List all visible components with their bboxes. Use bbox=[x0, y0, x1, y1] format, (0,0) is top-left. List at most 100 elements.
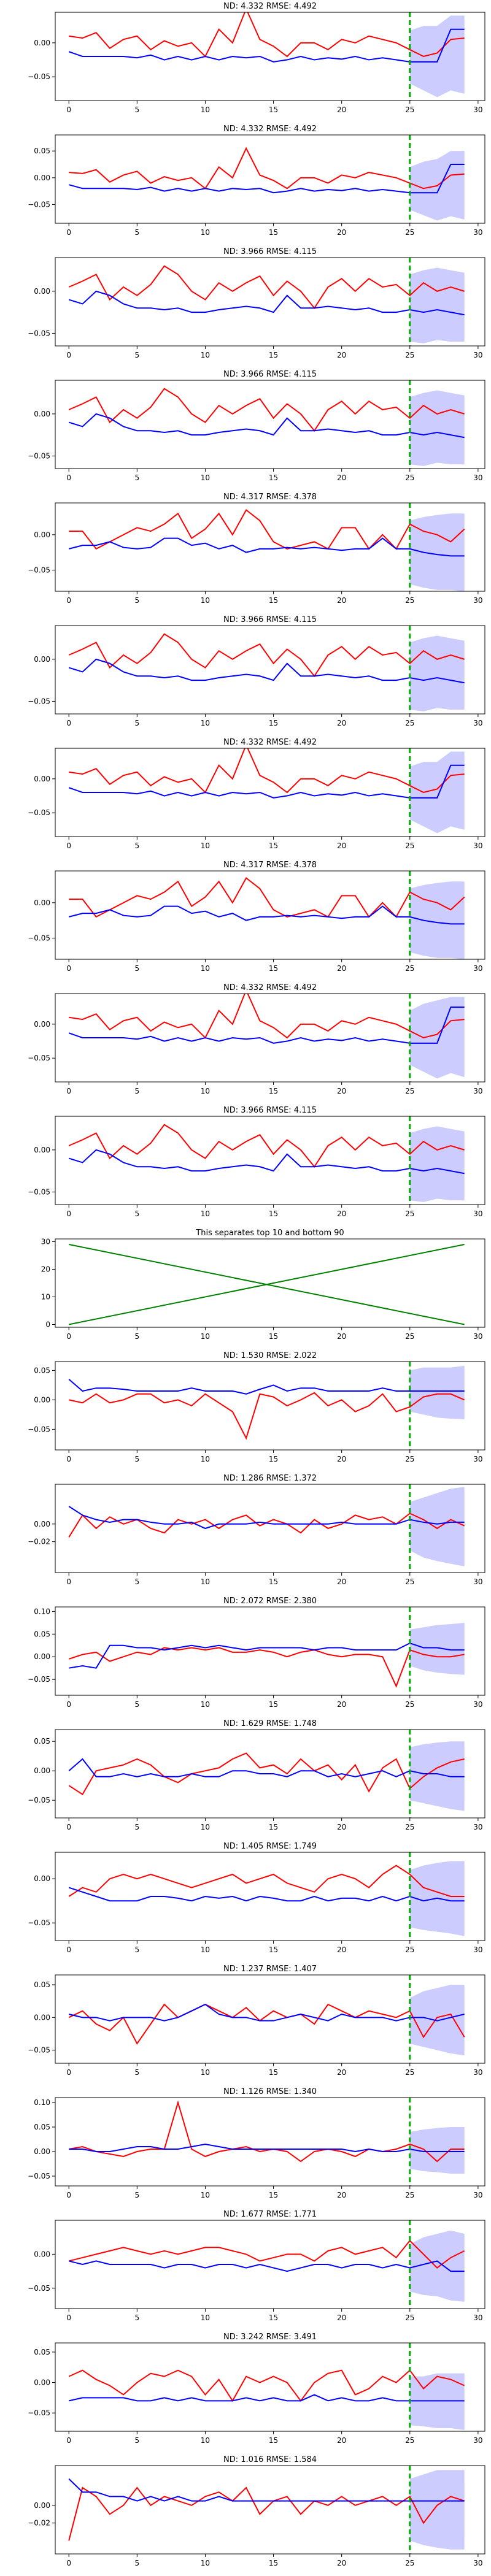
plot-area bbox=[68, 2220, 465, 2309]
chart-title: ND: 1.405 RMSE: 1.749 bbox=[223, 1842, 317, 1851]
x-tick-label: 10 bbox=[201, 719, 210, 727]
x-tick-label: 10 bbox=[201, 596, 210, 605]
x-tick-label: 10 bbox=[201, 2436, 210, 2445]
x-tick-label: 0 bbox=[66, 596, 71, 605]
x-tick-label: 5 bbox=[135, 1332, 140, 1341]
x-tick-label: 20 bbox=[337, 2559, 346, 2567]
series-line-1 bbox=[68, 1506, 465, 1530]
x-tick-label: 25 bbox=[405, 841, 414, 850]
y-tick-label: 0.10 bbox=[34, 1607, 50, 1616]
x-tick-label: 15 bbox=[269, 1945, 278, 1954]
series-line-0 bbox=[68, 1647, 465, 1688]
y-tick-label: −0.05 bbox=[28, 697, 50, 705]
x-tick-label: 30 bbox=[473, 719, 482, 727]
x-tick-label: 5 bbox=[135, 228, 140, 237]
x-tick-label: 30 bbox=[473, 1455, 482, 1463]
x-tick-label: 25 bbox=[405, 964, 414, 973]
plot-frame bbox=[55, 1116, 485, 1205]
x-tick-label: 5 bbox=[135, 841, 140, 850]
y-tick-label: 0.05 bbox=[34, 147, 50, 155]
x-tick-label: 15 bbox=[269, 719, 278, 727]
series-line-0 bbox=[68, 1512, 465, 1538]
series-line-1 bbox=[68, 1758, 465, 1777]
series-line-1 bbox=[68, 658, 465, 684]
confidence-band bbox=[409, 15, 465, 98]
series-line-0 bbox=[68, 2369, 465, 2402]
x-tick-label: 20 bbox=[337, 596, 346, 605]
y-tick-label: −0.05 bbox=[28, 2409, 50, 2417]
confidence-band bbox=[409, 1487, 465, 1566]
x-tick-label: 25 bbox=[405, 1455, 414, 1463]
y-tick-label: −0.05 bbox=[28, 1425, 50, 1433]
x-tick-label: 15 bbox=[269, 1087, 278, 1095]
chart-panel-2: ND: 3.966 RMSE: 4.115 0 5 10 15 20 25 30 0.00 −0.… bbox=[28, 247, 485, 359]
x-tick-label: 5 bbox=[135, 2191, 140, 2199]
x-tick-label: 20 bbox=[337, 1455, 346, 1463]
x-tick-label: 20 bbox=[337, 105, 346, 114]
chart-panel-13: ND: 2.072 RMSE: 2.380 0 5 10 15 20 25 30 0.10 0.0… bbox=[28, 1597, 485, 1709]
plot-frame bbox=[55, 1974, 485, 2064]
x-tick-label: 30 bbox=[473, 2559, 482, 2567]
x-tick-label: 0 bbox=[66, 719, 71, 727]
y-tick-label: 0.05 bbox=[34, 2123, 50, 2131]
x-tick-label: 5 bbox=[135, 2068, 140, 2077]
series-line-1 bbox=[69, 1642, 465, 1669]
x-tick-label: 10 bbox=[201, 1332, 210, 1341]
series-line-1 bbox=[68, 1149, 465, 1175]
series-line-0 bbox=[68, 2239, 465, 2269]
series-line-1 bbox=[68, 764, 465, 799]
y-tick-label: −0.05 bbox=[28, 1054, 50, 1062]
chart-title: ND: 2.072 RMSE: 2.380 bbox=[223, 1597, 317, 1606]
x-tick-label: 0 bbox=[66, 2559, 71, 2567]
plot-area bbox=[68, 626, 465, 714]
x-tick-label: 30 bbox=[473, 841, 482, 850]
x-tick-label: 10 bbox=[201, 1700, 210, 1709]
chart-title: ND: 1.677 RMSE: 1.771 bbox=[223, 2210, 317, 2219]
y-tick-label: 0.00 bbox=[34, 2379, 50, 2387]
x-tick-label: 15 bbox=[269, 105, 278, 114]
plot-area bbox=[68, 748, 465, 837]
chart-panel-12: ND: 1.286 RMSE: 1.372 0 5 10 15 20 25 30 0.00 −0.… bbox=[28, 1474, 485, 1586]
x-tick-label: 20 bbox=[337, 351, 346, 359]
plot-frame bbox=[55, 1238, 485, 1328]
x-tick-label: 0 bbox=[66, 1087, 71, 1095]
chart-title: ND: 3.966 RMSE: 4.115 bbox=[223, 615, 317, 624]
x-tick-label: 5 bbox=[135, 596, 140, 605]
chart-panel-18: ND: 1.677 RMSE: 1.771 0 5 10 15 20 25 30 0.00 −0.… bbox=[28, 2210, 485, 2322]
y-tick-label: −0.05 bbox=[28, 329, 50, 337]
y-tick-label: 0.00 bbox=[34, 39, 50, 47]
chart-title: ND: 4.332 RMSE: 4.492 bbox=[223, 2, 317, 11]
series-line-0 bbox=[68, 2486, 465, 2541]
x-tick-label: 25 bbox=[405, 2068, 414, 2077]
plot-frame bbox=[55, 870, 485, 960]
x-tick-label: 25 bbox=[405, 719, 414, 727]
plot-area bbox=[68, 1852, 465, 1941]
x-tick-label: 15 bbox=[269, 1823, 278, 1831]
plot-area bbox=[68, 2466, 465, 2554]
plot-area bbox=[68, 1116, 465, 1205]
y-tick-label: 0.00 bbox=[34, 2147, 50, 2156]
y-tick-label: 0.10 bbox=[34, 2098, 50, 2107]
plot-frame bbox=[55, 1606, 485, 1696]
x-tick-label: 10 bbox=[201, 2191, 210, 2199]
x-tick-label: 30 bbox=[473, 1577, 482, 1586]
confidence-band bbox=[409, 267, 465, 343]
x-tick-label: 15 bbox=[269, 841, 278, 850]
x-tick-label: 5 bbox=[135, 1087, 140, 1095]
confidence-band bbox=[409, 1741, 465, 1811]
plot-area bbox=[68, 871, 465, 959]
chart-title: ND: 1.237 RMSE: 1.407 bbox=[223, 1965, 317, 1974]
x-tick-label: 0 bbox=[66, 1455, 71, 1463]
y-tick-label: −0.05 bbox=[28, 2046, 50, 2055]
x-tick-label: 30 bbox=[473, 473, 482, 482]
chart-title: ND: 4.317 RMSE: 4.378 bbox=[223, 493, 317, 502]
series-line-0 bbox=[69, 994, 465, 1039]
x-tick-label: 20 bbox=[337, 1823, 346, 1831]
x-tick-label: 5 bbox=[135, 1823, 140, 1831]
x-tick-label: 25 bbox=[405, 2313, 414, 2322]
series-line-0 bbox=[69, 509, 465, 550]
confidence-band bbox=[409, 635, 465, 711]
chart-title: ND: 4.332 RMSE: 4.492 bbox=[223, 738, 317, 747]
x-tick-label: 10 bbox=[201, 1577, 210, 1586]
